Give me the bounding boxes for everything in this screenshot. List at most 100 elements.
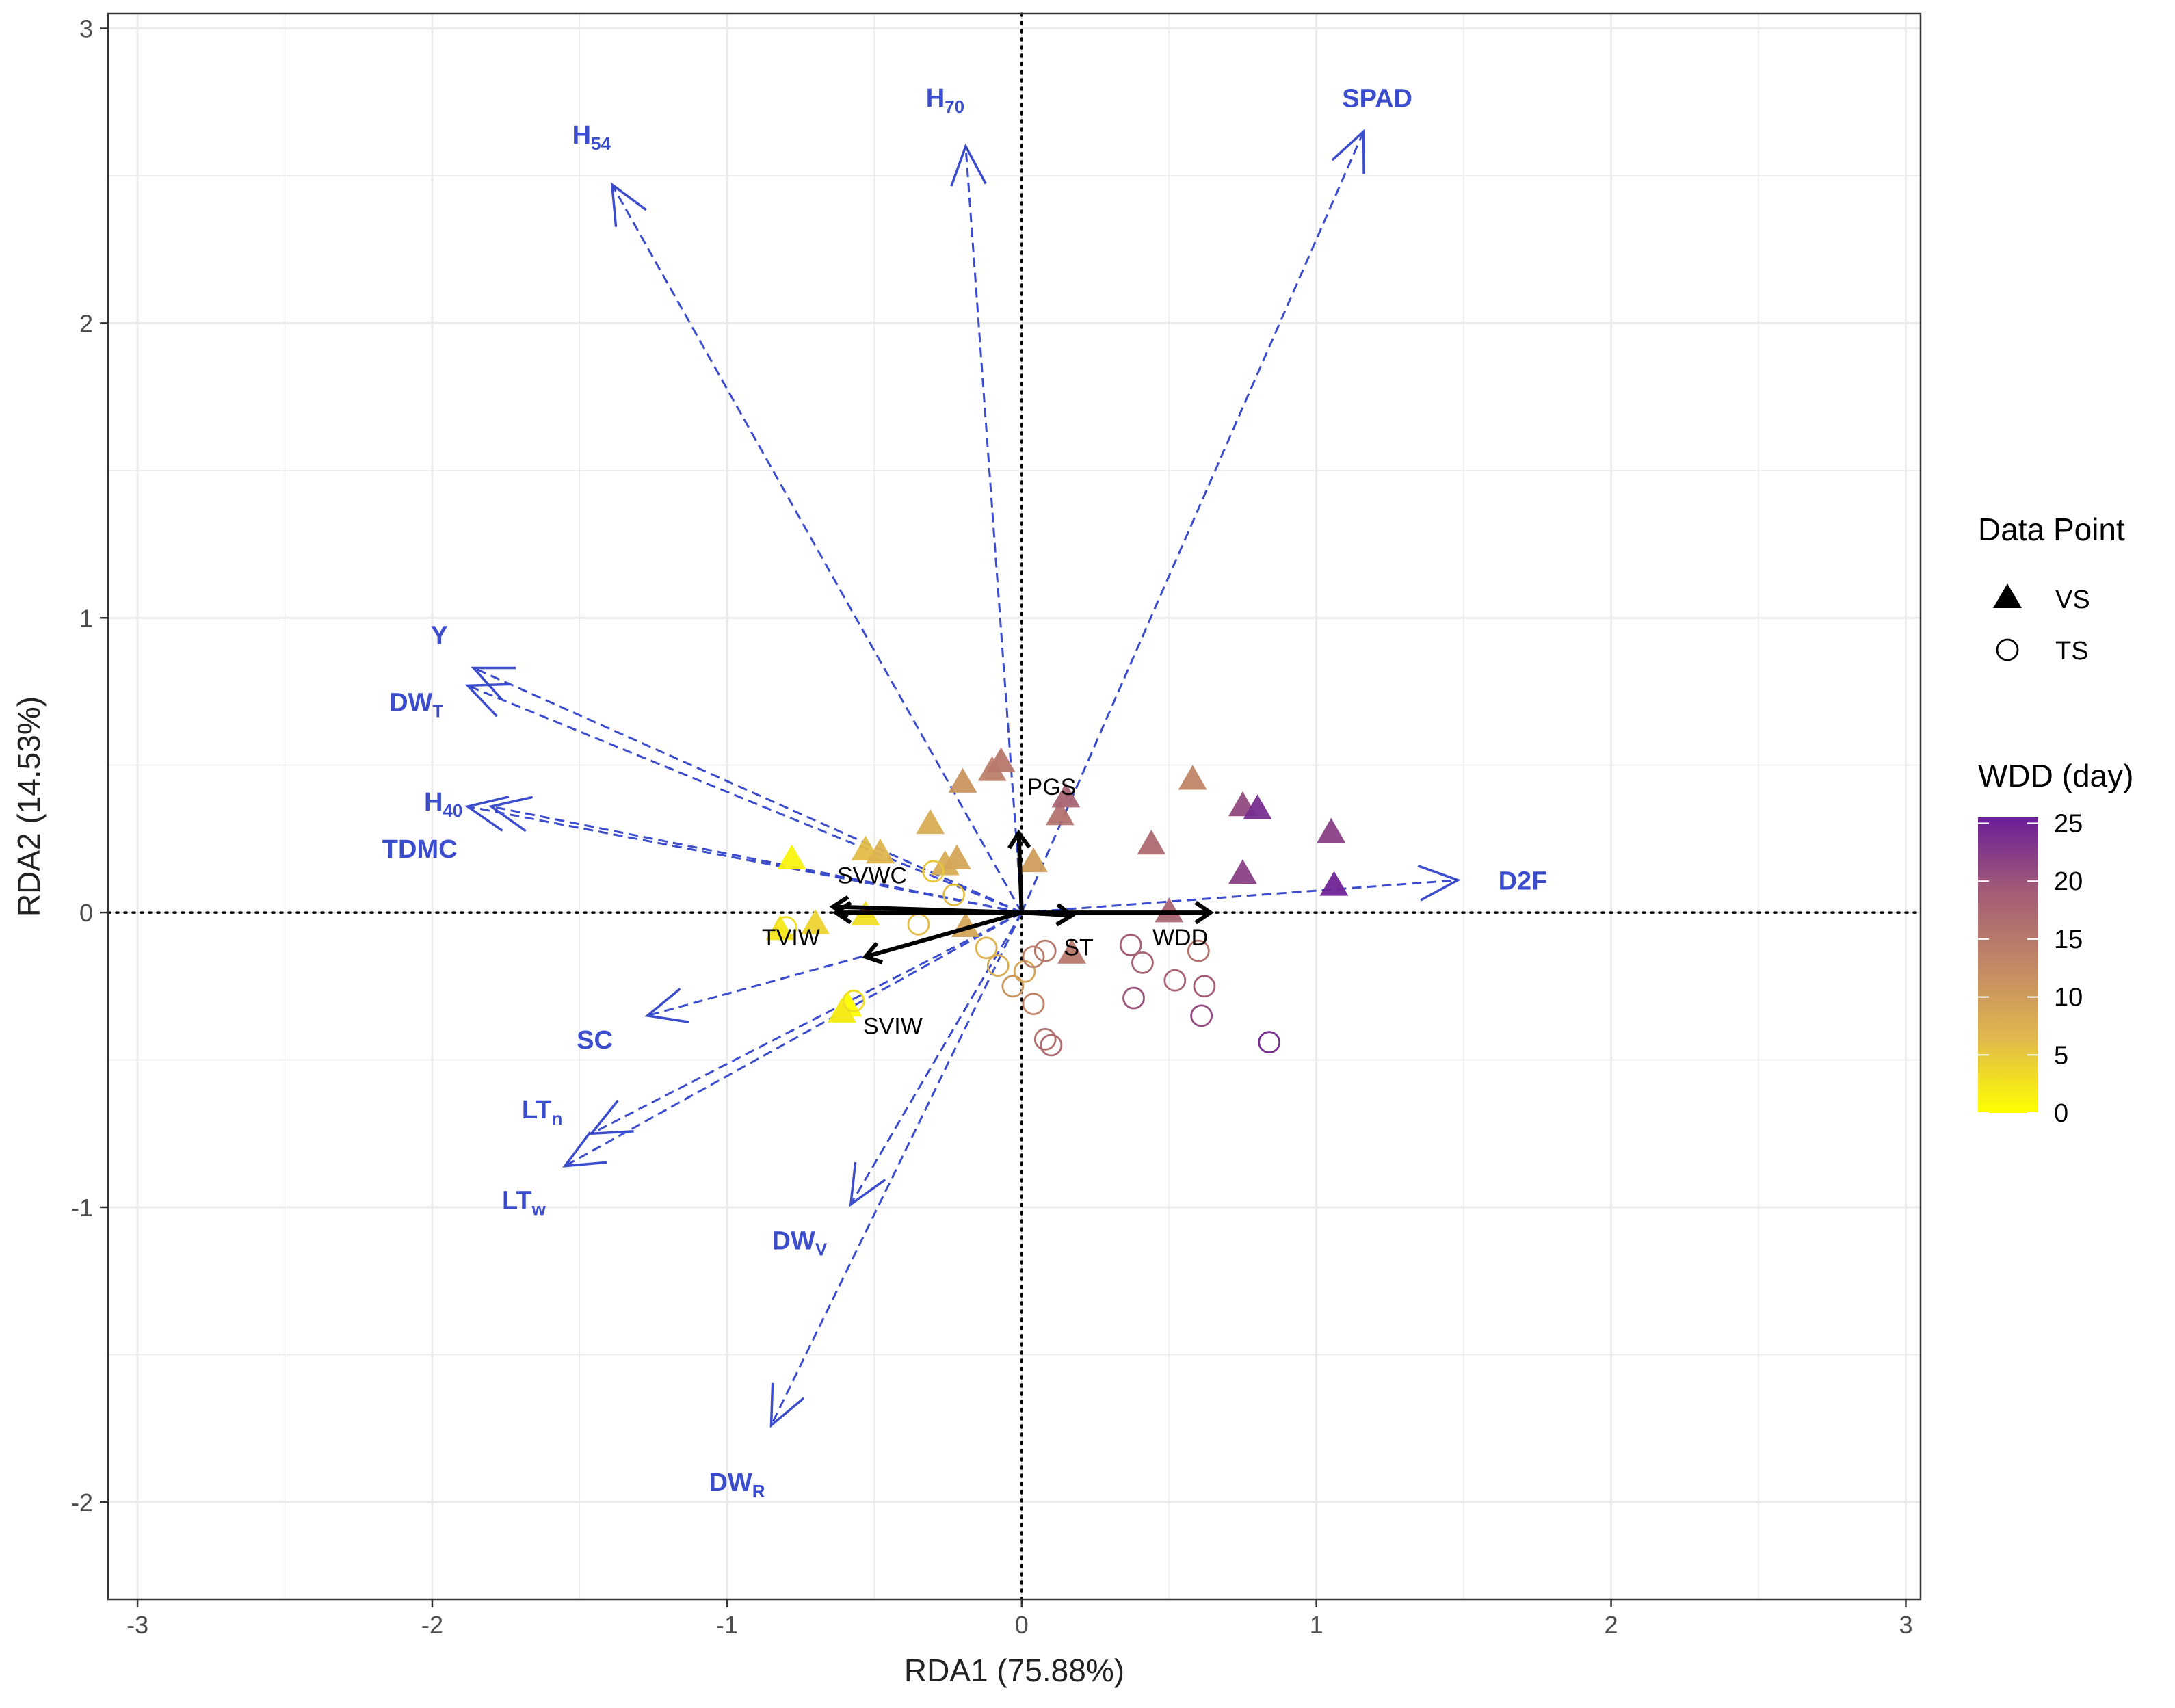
y-tick-label: 3 [79, 15, 93, 43]
response-arrowhead-dwr [769, 1382, 805, 1428]
point-vs [916, 809, 945, 835]
response-label-subscript: 54 [591, 133, 611, 154]
response-label-ltn: LTn [522, 1096, 563, 1129]
point-ts [1122, 986, 1145, 1010]
x-tick-label: 1 [1310, 1611, 1323, 1639]
point-vs [986, 747, 1016, 772]
x-axis-title: RDA1 (75.88%) [904, 1653, 1124, 1688]
y-tick-label: -1 [71, 1194, 93, 1222]
response-arrowhead-sc [644, 988, 690, 1023]
colorbar-gradient [1978, 817, 2038, 1113]
point-ts [774, 916, 798, 939]
point-ts [1022, 945, 1045, 969]
point-ts [1190, 1004, 1213, 1027]
y-tick-label: 0 [79, 899, 93, 927]
point-ts [907, 912, 930, 936]
y-axis-title: RDA2 (14.53%) [11, 696, 47, 917]
response-label-main: TDMC [382, 835, 458, 864]
response-label-main: LT [522, 1096, 552, 1125]
environment-vector-sviw [865, 910, 1023, 959]
response-label-y: Y [431, 621, 448, 650]
legend-label-vs: VS [2055, 586, 2090, 614]
y-tick-label: 1 [79, 604, 93, 632]
response-label-main: Y [431, 621, 448, 650]
response-label-subscript: R [752, 1481, 765, 1501]
point-vs [1137, 830, 1166, 855]
legend-key-vs [1993, 583, 2022, 608]
response-label-tdmc: TDMC [382, 835, 458, 864]
point-vs [1317, 817, 1346, 843]
response-label-h40: H40 [424, 788, 462, 821]
response-arrowhead-ltw [562, 1131, 607, 1168]
response-arrowhead-dwt [464, 683, 510, 718]
point-vs [1178, 765, 1207, 790]
response-label-main: DW [772, 1227, 815, 1256]
response-label-main: D2F [1499, 867, 1548, 896]
environment-vector-labels: PGS SVWC TVIW SVIW ST WDD [762, 774, 1208, 1040]
point-vs [948, 767, 977, 793]
response-arrowhead-tdmc [464, 796, 510, 832]
environment-arrowhead-sviw [862, 941, 883, 964]
response-label-subscript: T [432, 700, 443, 721]
environment-arrowhead-pgs [1007, 829, 1031, 850]
environment-label-svwc: SVWC [837, 863, 907, 889]
point-ts [1187, 939, 1210, 962]
colorbar-tick-label: 15 [2054, 925, 2083, 954]
response-label-dwt: DWT [389, 688, 443, 721]
point-vs [828, 997, 856, 1023]
response-arrowhead-h40 [488, 796, 533, 832]
legend-title: Data Point [1978, 512, 2125, 547]
response-arrowhead-h70 [950, 143, 987, 187]
point-ts [1163, 969, 1187, 992]
x-tick-label: 0 [1015, 1611, 1029, 1639]
response-label-main: DW [389, 688, 432, 717]
colorbar-tick-label: 10 [2054, 984, 2083, 1012]
data-points [765, 747, 1349, 1057]
response-arrowhead-ltn [588, 1099, 634, 1135]
colorbar-tick-label: 0 [2054, 1099, 2068, 1128]
colorbar-tick-label: 20 [2054, 867, 2083, 896]
colorbar-tick-label: 5 [2054, 1041, 2068, 1070]
point-vs [801, 909, 830, 934]
environment-vectors [829, 829, 1214, 964]
response-label-sc: SC [577, 1026, 613, 1055]
wdd-colorbar: WDD (day) 0 5 10 15 20 25 [1978, 758, 2133, 1128]
response-vector-h70 [964, 146, 1023, 913]
point-ts [922, 860, 945, 883]
colorbar-tick-label: 25 [2054, 809, 2083, 838]
point-vs [1045, 800, 1075, 826]
response-label-main: H [572, 121, 591, 150]
response-label-main: DW [709, 1469, 752, 1497]
environment-arrowhead-st [1055, 903, 1076, 927]
point-vs [1051, 783, 1081, 808]
x-tick-label: -2 [421, 1611, 443, 1639]
response-vector-y [473, 667, 1023, 914]
response-label-main: H [424, 788, 443, 817]
point-vs [765, 915, 795, 941]
zero-reference-lines [107, 12, 1922, 1601]
response-arrowhead-d2f [1417, 865, 1461, 902]
response-vector-spad [1020, 131, 1365, 913]
point-vs [1319, 871, 1349, 896]
point-ts [1033, 939, 1057, 962]
axes: -3 -2 -1 0 1 2 3 -2 -1 0 1 2 3 [71, 15, 1912, 1639]
point-ts [842, 989, 865, 1012]
response-label-dwr: DWR [709, 1469, 765, 1501]
response-label-subscript: V [815, 1239, 828, 1260]
response-vector-h54 [611, 184, 1023, 913]
response-vector-tdmc [467, 805, 1023, 914]
response-vector-dwt [467, 684, 1023, 914]
response-label-subscript: w [531, 1199, 546, 1220]
x-tick-label: -1 [716, 1611, 738, 1639]
response-vector-ltn [590, 911, 1023, 1135]
response-label-subscript: 70 [945, 96, 964, 117]
x-tick-label: 3 [1899, 1611, 1912, 1639]
point-vs [942, 844, 971, 869]
response-label-main: LT [502, 1187, 532, 1216]
environment-label-sviw: SVIW [863, 1014, 923, 1040]
point-vs [1155, 897, 1184, 923]
point-ts [1131, 951, 1154, 974]
point-ts [1193, 975, 1216, 998]
